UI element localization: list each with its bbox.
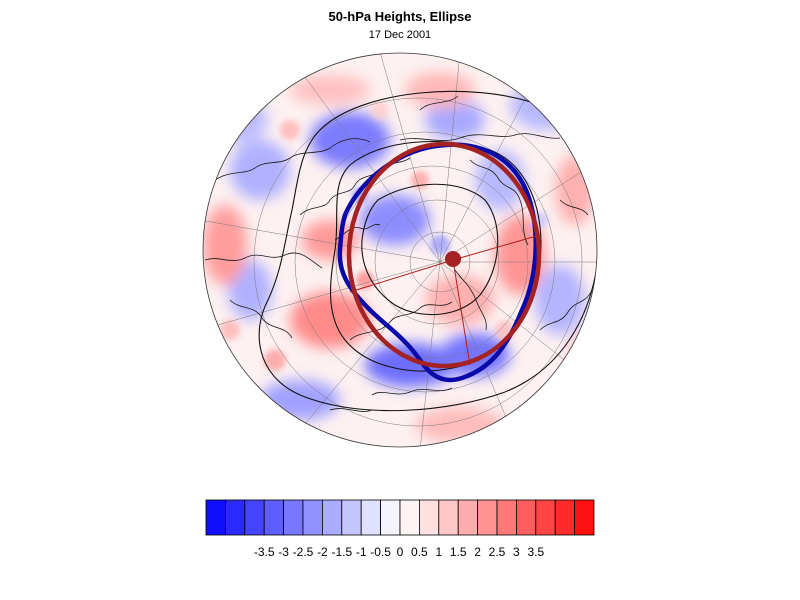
- inner-height-contour: [361, 183, 499, 316]
- coastline: [419, 95, 459, 111]
- ellipse-center-marker: [445, 251, 461, 267]
- colorbar-cell: [438, 499, 459, 536]
- colorbar-cells: [205, 499, 595, 536]
- globe-outline: [202, 52, 598, 448]
- colorbar-cell: [516, 499, 537, 536]
- coastline: [329, 408, 373, 412]
- colorbar-tick-label: -2: [317, 545, 328, 559]
- positive-anomaly: [203, 205, 247, 285]
- colorbar-tick-label: 2.5: [489, 545, 506, 559]
- negative-anomaly: [475, 150, 525, 210]
- anomaly-field: [203, 72, 597, 443]
- coastline: [229, 299, 293, 339]
- colorbar-cell: [574, 499, 595, 536]
- coastline: [204, 252, 323, 269]
- coastline: [469, 159, 529, 246]
- colorbar-tick-label: 0: [397, 545, 404, 559]
- colorbar-cell: [477, 499, 498, 536]
- positive-anomaly: [425, 275, 495, 325]
- colorbar-tick-label: 3.5: [527, 545, 544, 559]
- colorbar-cell: [244, 499, 265, 536]
- coastline: [559, 199, 589, 216]
- colorbar-cell: [302, 499, 323, 536]
- colorbar-tick-label: 2: [474, 545, 481, 559]
- colorbar-tick-label: 3: [513, 545, 520, 559]
- colorbar-cell: [283, 499, 304, 536]
- colorbar-tick-label: 1: [435, 545, 442, 559]
- negative-anomaly: [310, 112, 390, 168]
- colorbar-cell: [554, 499, 576, 536]
- colorbar-cell: [321, 499, 343, 536]
- coastline: [349, 301, 453, 341]
- colorbar-labels: -3.5 -3 -2.5 -2 -1.5 -1 -0.5 0 0.5 1 1.5 2 2.5 3 3.5: [254, 545, 545, 559]
- ellipse-axes: [349, 234, 541, 366]
- negative-anomaly: [230, 140, 290, 200]
- colorbar-tick-label: -1: [356, 545, 367, 559]
- negative-anomaly: [360, 195, 430, 245]
- positive-anomaly: [290, 75, 370, 105]
- colorbar-tick-label: -3.5: [254, 545, 275, 559]
- coastline: [371, 387, 453, 396]
- colorbar-tick-label: 0.5: [411, 545, 428, 559]
- coastline: [214, 138, 371, 181]
- colorbar-cell: [418, 499, 440, 536]
- colorbar-tick-label: 1.5: [450, 545, 467, 559]
- negative-anomaly: [425, 100, 485, 140]
- coastlines: [204, 95, 593, 412]
- colorbar-tick-label: -1.5: [331, 545, 352, 559]
- colorbar-cell: [380, 499, 401, 536]
- lat-lon-grid: [203, 53, 597, 447]
- colorbar-cell: [341, 499, 362, 536]
- chart-subtitle: 17 Dec 2001: [368, 29, 432, 41]
- colorbar-tick-label: -0.5: [370, 545, 391, 559]
- positive-anomaly: [290, 292, 370, 348]
- colorbar-tick-label: -2.5: [293, 545, 314, 559]
- colorbar-cell: [360, 499, 382, 536]
- colorbar-cell: [535, 499, 556, 536]
- colorbar-cell: [224, 499, 246, 536]
- coastline: [539, 289, 593, 331]
- fitted-ellipse: [346, 141, 542, 369]
- polar-map: [202, 52, 598, 448]
- positive-anomaly: [405, 72, 475, 108]
- colorbar-cell: [457, 499, 479, 536]
- colorbar-cell: [263, 499, 285, 536]
- chart-title: 50-hPa Heights, Ellipse: [328, 9, 472, 24]
- colorbar-cell: [496, 499, 517, 536]
- colorbar-tick-label: -3: [278, 545, 289, 559]
- colorbar-cell: [205, 499, 226, 536]
- coastline: [454, 269, 487, 331]
- colorbar-cell: [399, 499, 420, 536]
- coastline: [399, 133, 561, 141]
